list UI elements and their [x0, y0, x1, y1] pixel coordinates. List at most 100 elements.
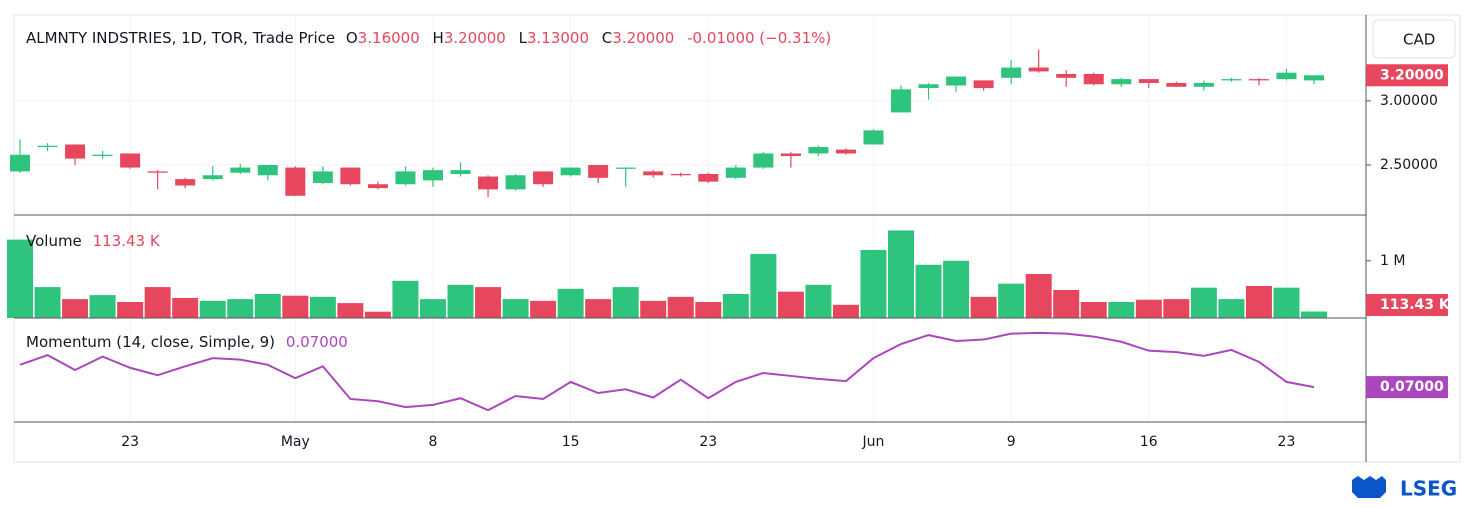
candle-body — [670, 173, 691, 176]
volume-bar — [860, 249, 887, 318]
grid — [14, 15, 1366, 422]
ohlc-label: H — [433, 29, 444, 47]
candle-body — [698, 173, 719, 182]
volume-bar — [282, 295, 309, 318]
volume-bar — [1163, 299, 1190, 318]
candle-body — [478, 176, 499, 190]
volume-bar — [722, 293, 749, 318]
candle-body — [1028, 67, 1049, 72]
volume-bar — [1218, 299, 1245, 318]
currency[interactable]: CAD — [1403, 31, 1435, 49]
candle-body — [835, 149, 856, 154]
candle-body — [891, 89, 912, 113]
volume-bar — [1135, 299, 1162, 318]
volume-bar — [337, 303, 364, 318]
brand-logo: LSEG — [1352, 476, 1457, 501]
candle-body — [1138, 79, 1159, 83]
candle-body — [1304, 75, 1324, 81]
momentum-title: Momentum (14, close, Simple, 9) — [26, 333, 275, 351]
x-tick-label: 23 — [121, 434, 139, 450]
volume-bar — [1025, 273, 1052, 318]
candle-body — [92, 154, 113, 157]
price-label: 3.20000 — [1380, 67, 1444, 83]
volume-bar — [1273, 287, 1300, 318]
candle-body — [753, 153, 774, 168]
logo-icon — [1352, 476, 1386, 498]
candle-body — [37, 145, 58, 148]
volume-bar — [227, 299, 254, 318]
volume-bar — [750, 253, 777, 318]
x-tick-label: Jun — [862, 434, 885, 450]
volume-bar — [970, 296, 997, 318]
volume-bar — [475, 287, 502, 318]
volume-bar — [695, 301, 722, 318]
candle-body — [863, 130, 884, 145]
ohlc-value: 3.20000 — [444, 29, 506, 47]
volume-bar — [34, 287, 61, 318]
candle-body — [120, 153, 141, 168]
candle-body — [1166, 82, 1187, 87]
candle-body — [1001, 67, 1022, 78]
volume-bar — [1245, 285, 1272, 318]
volume-bar — [1108, 301, 1135, 318]
symbol-title: ALMNTY INDSTRIES, 1D, TOR, Trade Price — [26, 29, 335, 47]
momentum-legend: Momentum (14, close, Simple, 9) 0.07000 — [26, 333, 348, 351]
candle-body — [10, 154, 30, 172]
candle-body — [395, 171, 416, 185]
momentum-value: 0.07000 — [286, 333, 348, 351]
volume-value: 113.43 K — [93, 232, 161, 250]
candle-body — [1248, 79, 1269, 81]
brand: LSEG — [1400, 477, 1457, 501]
x-tick-label: 23 — [1278, 434, 1296, 450]
y-tick-label: 1 M — [1380, 253, 1405, 269]
frame — [13, 14, 1461, 463]
volume-bar — [447, 284, 474, 318]
candle-body — [367, 184, 388, 189]
momentum-line — [19, 331, 1315, 412]
candle-body — [560, 167, 581, 176]
volume-legend: Volume 113.43 K — [26, 232, 161, 250]
volume-bar — [667, 296, 694, 318]
volume-bar — [998, 283, 1025, 318]
volume-bar — [199, 300, 226, 318]
ohlc-value: 3.20000 — [612, 29, 674, 47]
x-tick-label: 16 — [1140, 434, 1158, 450]
candle-body — [1056, 73, 1077, 78]
x-tick-label: 8 — [429, 434, 438, 450]
volume-bar — [364, 311, 391, 318]
candle-body — [918, 84, 939, 89]
ohlc-value: 3.16000 — [358, 29, 420, 47]
volume-bar — [832, 304, 859, 318]
volume-bar — [915, 264, 942, 318]
change: -0.01000 (−0.31%) — [687, 29, 831, 47]
candle-body — [65, 144, 86, 159]
volume-bar — [172, 297, 199, 318]
candle-body — [533, 171, 554, 185]
marks — [7, 49, 1327, 412]
candle-body — [1193, 82, 1214, 87]
volume-bar — [530, 300, 557, 318]
volume-bar — [62, 299, 89, 318]
volume-title: Volume — [26, 232, 82, 250]
candle-body — [230, 167, 251, 173]
ohlc-label: O — [346, 29, 358, 47]
candle-body — [175, 179, 196, 186]
value-label: 113.43 K — [1380, 297, 1451, 313]
volume-bar — [392, 280, 419, 318]
currency-button[interactable] — [1372, 19, 1456, 59]
value-label-box — [1366, 376, 1448, 399]
candle-body — [285, 167, 306, 196]
volume-bar — [1301, 311, 1327, 318]
candle-body — [202, 175, 223, 180]
volume-bar — [419, 299, 446, 318]
value-label: 0.07000 — [1380, 379, 1444, 395]
candle-body — [1221, 79, 1242, 81]
candle-body — [725, 167, 746, 178]
y-tick-label: 2.50000 — [1380, 157, 1438, 173]
volume-bar — [805, 284, 832, 318]
volume-bar — [585, 299, 612, 318]
candle-body — [780, 153, 801, 157]
candle-body — [257, 165, 278, 176]
candle-body — [643, 171, 664, 176]
x-tick-label: 23 — [699, 434, 717, 450]
